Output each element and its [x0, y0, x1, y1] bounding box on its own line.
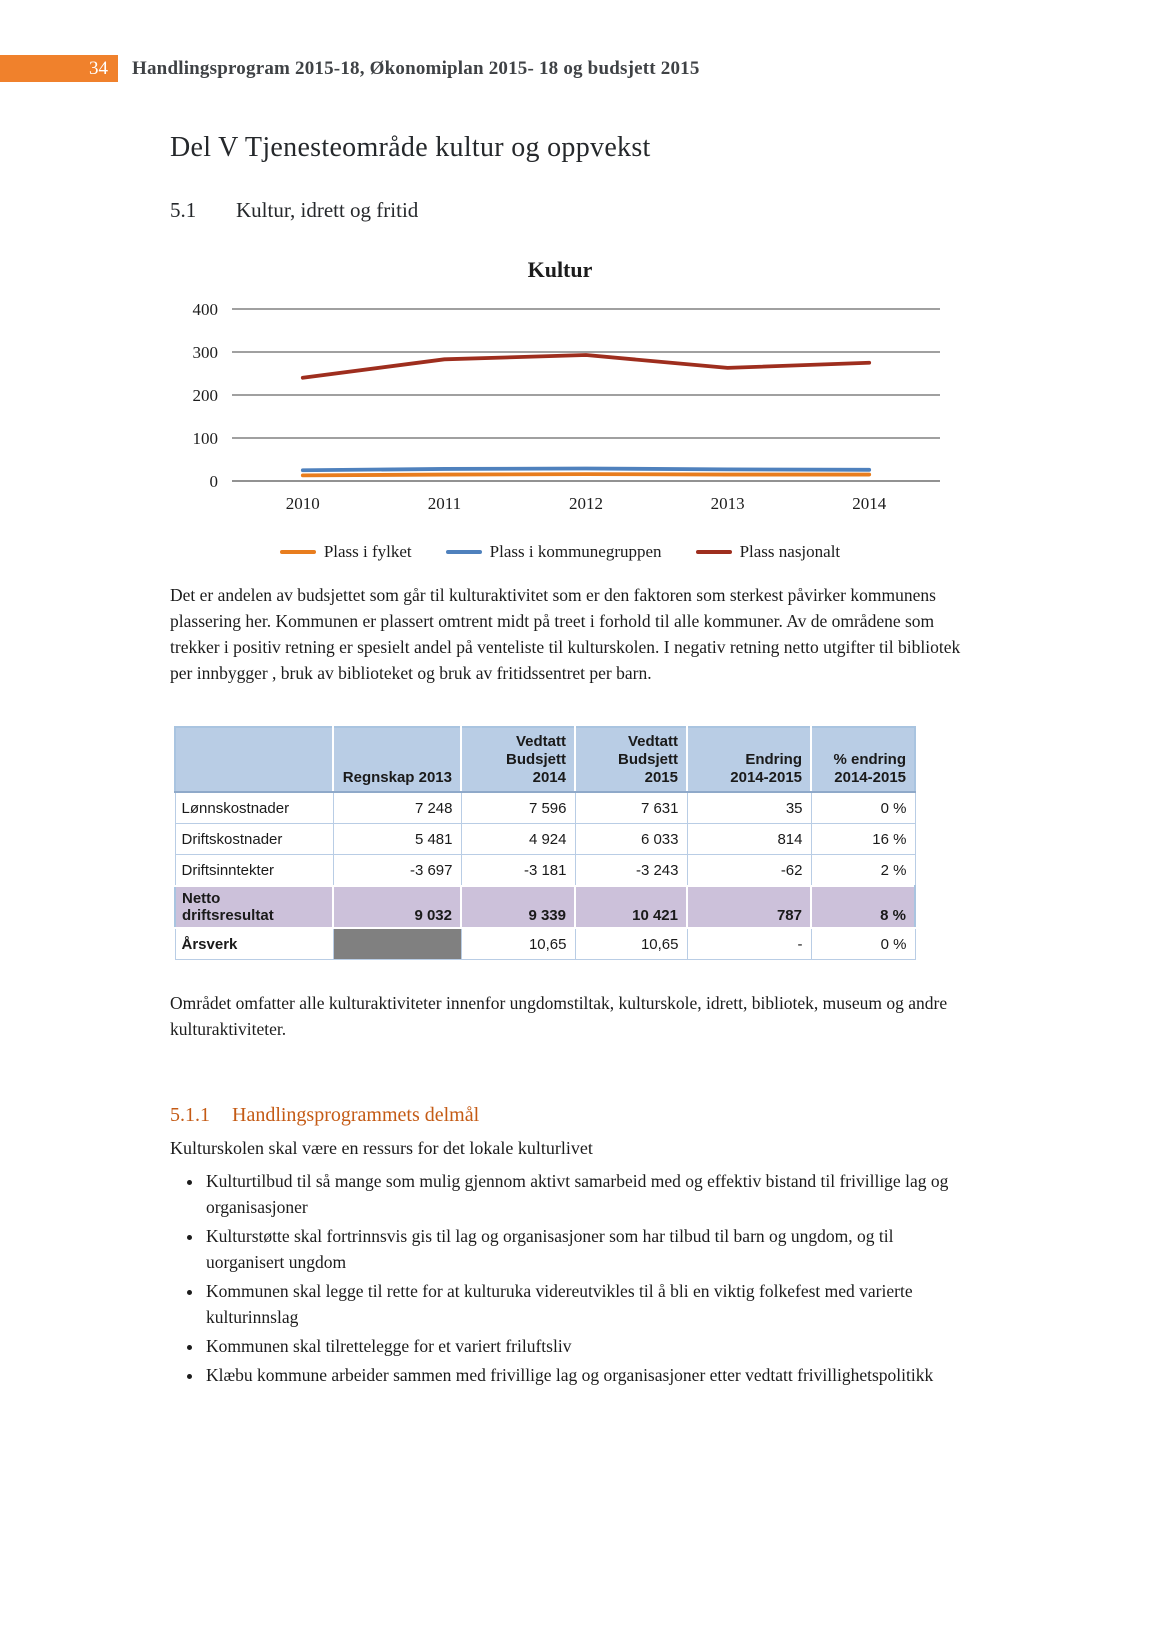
table-cell: -3 243: [574, 854, 688, 887]
legend-label: Plass i fylket: [323, 542, 412, 561]
area-description-paragraph: Området omfatter alle kulturaktiviteter …: [170, 993, 948, 1039]
budget-table: Regnskap 2013 Vedtatt Budsjett 2014 Vedt…: [174, 726, 916, 960]
table-cell: 16 %: [810, 823, 916, 855]
table-cell-label: Lønnskostnader: [174, 791, 334, 824]
table-cell: 7 248: [332, 791, 462, 824]
content-column: Del V Tjenesteområde kultur og oppvekst …: [170, 120, 970, 1391]
series-line-0: [300, 472, 872, 478]
legend-line-swatch-blue: [445, 550, 482, 554]
series-line-2: [300, 353, 872, 380]
subsection-title: Handlingsprogrammets delmål: [232, 1104, 480, 1126]
table-row: Driftskostnader 5 481 4 924 6 033 814 16…: [174, 823, 916, 855]
table-cell: -62: [686, 854, 812, 887]
legend-label: Plass i kommunegruppen: [489, 542, 662, 561]
list-item: Kommunen skal legge til rette for at kul…: [204, 1278, 970, 1330]
table-cell: 2 %: [810, 854, 916, 887]
list-item: Kulturstøtte skal fortrinnsvis gis til l…: [204, 1223, 970, 1275]
table-cell: 7 631: [574, 791, 688, 824]
table-cell: 7 596: [460, 791, 576, 824]
kultur-chart: Kultur 0 100 200 300 400 2010 2011 2012 2013 2014…: [170, 257, 950, 562]
legend-line-swatch-darkred: [695, 550, 732, 554]
page-number: 34: [0, 55, 118, 82]
table-row-arsverk: Årsverk 10,65 10,65 - 0 %: [174, 927, 916, 960]
x-tick-label: 2012: [569, 494, 603, 513]
part-heading: Del V Tjenesteområde kultur og oppvekst: [170, 132, 651, 163]
table-cell: -3 697: [332, 854, 462, 887]
table-header-regnskap-2013: Regnskap 2013: [332, 726, 462, 793]
legend-item: Plass i kommunegruppen: [445, 542, 662, 562]
table-cell: 10,65: [574, 927, 688, 960]
table-cell-label: Netto driftsresultat: [174, 885, 334, 929]
table-header-row: Regnskap 2013 Vedtatt Budsjett 2014 Vedt…: [174, 726, 916, 793]
legend-item: Plass nasjonalt: [695, 542, 841, 562]
table-cell: 0 %: [810, 927, 916, 960]
x-tick-label: 2010: [286, 494, 320, 513]
chart-legend: Plass i fylket Plass i kommunegruppen Pl…: [170, 542, 950, 562]
y-tick-label: 200: [193, 386, 219, 405]
table-cell: 9 032: [332, 885, 462, 929]
page-header: 34 Handlingsprogram 2015-18, Økonomiplan…: [0, 55, 1158, 82]
series-line-1: [300, 466, 872, 473]
chart-title: Kultur: [527, 257, 593, 282]
table-cell: -: [686, 927, 812, 960]
table-row: Driftsinntekter -3 697 -3 181 -3 243 -62…: [174, 854, 916, 887]
legend-item: Plass i fylket: [279, 542, 412, 562]
chart-comment-paragraph: Det er andelen av budsjettet som går til…: [170, 585, 961, 683]
table-header-endring: Endring 2014-2015: [686, 726, 812, 793]
table-cell: -3 181: [460, 854, 576, 887]
y-tick-label: 400: [193, 300, 219, 319]
x-tick-label: 2011: [428, 494, 461, 513]
chart-plot-area: 0 100 200 300 400 2010 2011 2012 2013 2014: [193, 300, 940, 513]
table-cell-blank-gray: [332, 927, 462, 960]
table-cell: 5 481: [332, 823, 462, 855]
x-tick-label: 2014: [852, 494, 887, 513]
table-header-empty: [174, 726, 334, 793]
x-tick-label: 2013: [711, 494, 745, 513]
y-tick-label: 300: [193, 343, 219, 362]
table-cell: 9 339: [460, 885, 576, 929]
goals-bullet-list: Kulturtilbud til så mange som mulig gjen…: [170, 1168, 970, 1388]
table-cell-label: Driftsinntekter: [174, 854, 334, 887]
table-cell: 35: [686, 791, 812, 824]
table-cell: 10 421: [574, 885, 688, 929]
list-item: Kulturtilbud til så mange som mulig gjen…: [204, 1168, 970, 1220]
table-row: Lønnskostnader 7 248 7 596 7 631 35 0 %: [174, 791, 916, 824]
header-title: Handlingsprogram 2015-18, Økonomiplan 20…: [132, 58, 700, 79]
table-row-netto-driftsresultat: Netto driftsresultat 9 032 9 339 10 421 …: [174, 885, 916, 929]
table-cell: 4 924: [460, 823, 576, 855]
table-cell: 6 033: [574, 823, 688, 855]
y-tick-label: 100: [193, 429, 219, 448]
section-title: Kultur, idrett og fritid: [236, 198, 419, 222]
goal-intro-text: Kulturskolen skal være en ressurs for de…: [170, 1138, 593, 1158]
list-item: Kommunen skal tilrettelegge for et varie…: [204, 1333, 970, 1359]
table-cell-label: Driftskostnader: [174, 823, 334, 855]
list-item: Klæbu kommune arbeider sammen med frivil…: [204, 1362, 970, 1388]
table-cell: 814: [686, 823, 812, 855]
y-tick-label: 0: [210, 472, 219, 491]
table-header-budsjett-2015: Vedtatt Budsjett 2015: [574, 726, 688, 793]
legend-line-swatch-orange: [279, 550, 316, 554]
table-header-budsjett-2014: Vedtatt Budsjett 2014: [460, 726, 576, 793]
section-number: 5.1: [170, 198, 197, 222]
table-cell: 8 %: [810, 885, 916, 929]
table-cell: 787: [686, 885, 812, 929]
table-cell: 10,65: [460, 927, 576, 960]
subsection-heading: 5.1.1 Handlingsprogrammets delmål: [170, 1104, 970, 1127]
table-cell: 0 %: [810, 791, 916, 824]
table-cell-label: Årsverk: [174, 927, 334, 960]
table-header-pct-endring: % endring 2014-2015: [810, 726, 916, 793]
section-heading: 5.1 Kultur, idrett og fritid: [170, 198, 970, 223]
legend-label: Plass nasjonalt: [739, 542, 841, 561]
subsection-number: 5.1.1: [170, 1104, 210, 1126]
